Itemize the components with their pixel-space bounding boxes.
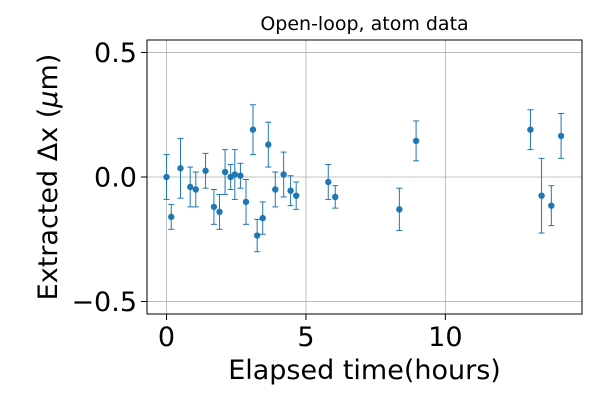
x-axis-label: Elapsed time(hours): [228, 355, 501, 386]
data-point: [216, 208, 223, 216]
grid-lines: [147, 40, 582, 314]
data-point: [280, 171, 287, 178]
data-point: [249, 126, 257, 133]
data-point: [538, 192, 545, 199]
data-point: [253, 232, 261, 239]
data-point: [237, 172, 244, 179]
plot-area-frame: [146, 39, 583, 315]
data-point: [548, 202, 555, 209]
data-point: [557, 132, 565, 140]
data-point: [287, 187, 294, 194]
y-tick-label: 0.0: [94, 163, 137, 194]
x-tick-labels: 0 5 10: [158, 322, 463, 353]
data-point: [231, 171, 239, 178]
chart-title: Open-loop, atom data: [260, 13, 468, 35]
data-point: [202, 167, 209, 174]
y-tick-labels: 0.5 0.0 −0.5: [71, 38, 137, 318]
data-point: [187, 183, 194, 191]
y-axis-label-suffix: m): [33, 54, 64, 91]
data-point: [332, 193, 339, 201]
y-axis-label: Extracted Δx (μm): [33, 54, 64, 301]
data-point: [242, 198, 250, 206]
data-point: [168, 213, 175, 221]
y-tick-label: 0.5: [94, 38, 137, 69]
data-points: [163, 126, 565, 239]
data-point: [396, 206, 403, 213]
x-tick-label: 5: [297, 322, 314, 353]
data-point: [325, 178, 332, 186]
data-point: [163, 173, 170, 181]
data-point: [259, 214, 266, 222]
data-point: [412, 137, 420, 145]
axis-ticks: [141, 51, 446, 320]
x-tick-label: 10: [428, 322, 462, 353]
data-point: [292, 192, 300, 199]
data-point: [221, 168, 229, 176]
y-axis-label-prefix: Extracted Δx (: [33, 108, 64, 301]
data-point: [210, 203, 218, 211]
data-point: [265, 141, 272, 148]
data-point: [527, 126, 534, 133]
data-point: [272, 186, 279, 193]
data-point: [192, 186, 199, 193]
data-point: [177, 165, 184, 172]
y-tick-label: −0.5: [71, 287, 137, 318]
y-axis-label-mu: μ: [33, 91, 64, 109]
x-tick-label: 0: [158, 322, 175, 353]
